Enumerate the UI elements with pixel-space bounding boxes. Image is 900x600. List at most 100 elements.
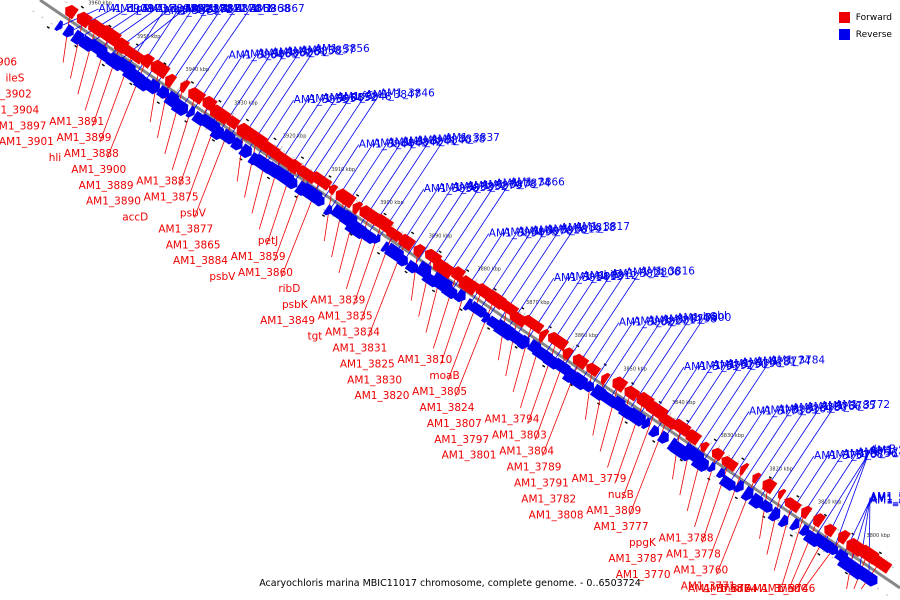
reverse-gene-label[interactable]: clpS [127, 3, 149, 15]
reverse-gene-label[interactable]: AM1_3752 [870, 445, 900, 457]
forward-gene-feature[interactable] [835, 528, 851, 545]
forward-gene-feature[interactable] [111, 35, 130, 55]
forward-gene-feature[interactable] [410, 242, 426, 258]
forward-gene-label[interactable]: ribD [278, 283, 300, 295]
forward-gene-label[interactable]: psbK [282, 299, 309, 311]
forward-gene-feature[interactable] [749, 471, 762, 484]
reverse-gene-label[interactable]: AM1_3793 [684, 361, 739, 373]
reverse-gene-feature[interactable] [733, 479, 747, 495]
reverse-gene-label[interactable]: AM1_3814 [554, 272, 609, 284]
forward-gene-feature[interactable] [867, 551, 893, 574]
forward-gene-feature[interactable] [598, 371, 611, 386]
reverse-gene-label[interactable]: AM1_3819 [546, 223, 601, 235]
reverse-gene-label[interactable]: AM1_3847 [366, 89, 421, 101]
forward-gene-feature[interactable] [207, 102, 232, 126]
reverse-gene-label[interactable]: AM1_3857 [300, 44, 355, 56]
forward-gene-label[interactable]: AM1_3889 [79, 180, 134, 192]
forward-gene-feature[interactable] [559, 345, 575, 361]
forward-gene-feature[interactable] [395, 231, 417, 252]
forward-gene-feature[interactable] [120, 43, 146, 65]
forward-gene-label[interactable]: AM1_3808 [529, 509, 584, 521]
reverse-gene-label[interactable]: AM1_3872 [178, 4, 233, 16]
reverse-gene-label[interactable]: AM1_3842 [387, 136, 442, 148]
reverse-gene-feature[interactable] [62, 24, 77, 40]
reverse-gene-feature[interactable] [748, 492, 767, 511]
forward-gene-feature[interactable] [349, 199, 364, 215]
reverse-gene-label[interactable]: AM1_3821 [611, 268, 666, 280]
reverse-gene-label[interactable]: cysI [170, 3, 191, 15]
forward-gene-label[interactable]: AM1_3810 [397, 354, 452, 366]
reverse-gene-feature[interactable] [372, 233, 383, 246]
forward-gene-label[interactable]: psbV [209, 271, 236, 283]
forward-gene-feature[interactable] [798, 503, 813, 520]
reverse-gene-label[interactable]: AM1_3840 [416, 134, 471, 146]
forward-gene-label[interactable]: AM1_3764 [703, 583, 758, 595]
forward-gene-feature[interactable] [709, 445, 726, 462]
reverse-gene-feature[interactable] [767, 506, 784, 524]
forward-gene-feature[interactable] [810, 511, 826, 528]
reverse-gene-feature[interactable] [715, 467, 728, 481]
forward-gene-label[interactable]: AM1_3787 [608, 553, 663, 565]
reverse-gene-label[interactable]: AM1_3813 [568, 271, 623, 283]
forward-gene-feature[interactable] [177, 78, 191, 94]
reverse-gene-label[interactable]: AM1_3812 [583, 270, 638, 282]
forward-gene-label[interactable]: ileS [5, 72, 24, 84]
reverse-gene-feature[interactable] [798, 524, 813, 538]
reverse-gene-feature[interactable] [185, 105, 198, 120]
reverse-gene-feature[interactable] [656, 430, 672, 446]
reverse-gene-label[interactable]: AM1_3785 [821, 400, 876, 412]
forward-gene-label[interactable]: AM1_3900 [71, 164, 126, 176]
forward-gene-feature[interactable] [383, 224, 403, 243]
reverse-gene-label[interactable]: AM1_3742 [870, 491, 900, 503]
reverse-gene-label[interactable]: AM1_3817 [575, 221, 630, 233]
reverse-gene-feature[interactable] [583, 380, 597, 394]
reverse-gene-label[interactable]: AM1_3838 [431, 133, 486, 145]
forward-gene-label[interactable]: petJ [258, 235, 278, 247]
reverse-gene-label[interactable]: AM1_3879 [467, 180, 522, 192]
forward-gene-label[interactable]: AM1_3794 [485, 414, 540, 426]
forward-gene-label[interactable]: AM1_3789 [507, 461, 562, 473]
reverse-gene-feature[interactable] [647, 424, 662, 440]
forward-gene-label[interactable]: AM1_3824 [420, 402, 475, 414]
reverse-gene-feature[interactable] [440, 283, 461, 301]
forward-gene-feature[interactable] [583, 361, 602, 378]
forward-gene-feature[interactable] [621, 383, 641, 402]
reverse-gene-feature[interactable] [502, 325, 529, 349]
reverse-gene-label[interactable]: AM1_3811 [648, 314, 703, 326]
reverse-gene-label[interactable]: AM1_3775 [857, 447, 900, 459]
forward-gene-label[interactable]: tgt [307, 331, 322, 343]
forward-gene-label[interactable]: AM1_3897 [0, 120, 46, 132]
forward-gene-label[interactable]: AM1_3831 [332, 342, 387, 354]
forward-gene-label[interactable]: AM1_3805 [412, 386, 467, 398]
reverse-gene-feature[interactable] [132, 73, 154, 94]
forward-gene-feature[interactable] [570, 352, 590, 370]
forward-gene-label[interactable]: AM1_3899 [57, 132, 112, 144]
reverse-gene-label[interactable]: AM1_3841 [402, 135, 457, 147]
reverse-gene-feature[interactable] [690, 453, 713, 475]
forward-gene-feature[interactable] [73, 9, 94, 29]
forward-gene-feature[interactable] [697, 440, 710, 453]
forward-gene-label[interactable]: AM1_3849 [260, 315, 315, 327]
reverse-gene-feature[interactable] [777, 514, 792, 530]
forward-gene-label[interactable]: AM1_3782 [521, 493, 576, 505]
reverse-gene-label[interactable]: AM1_3837 [445, 132, 500, 144]
forward-gene-label[interactable]: AM1_3891 [49, 116, 104, 128]
forward-gene-feature[interactable] [821, 522, 838, 538]
forward-gene-feature[interactable] [185, 85, 207, 105]
reverse-gene-label[interactable]: AM1_3871 [192, 3, 247, 15]
forward-gene-feature[interactable] [520, 313, 545, 335]
forward-gene-label[interactable]: AM1_3788 [659, 533, 714, 545]
forward-gene-label[interactable]: AM1_3877 [158, 223, 213, 235]
forward-gene-label[interactable]: menC [777, 583, 808, 595]
reverse-gene-label[interactable]: AM1_3826 [532, 224, 587, 236]
forward-gene-label[interactable]: AM1_3888 [64, 148, 119, 160]
forward-gene-label[interactable]: AM1_3860 [238, 267, 293, 279]
reverse-gene-feature[interactable] [219, 128, 239, 147]
forward-gene-label[interactable]: psbV [180, 207, 207, 219]
forward-gene-feature[interactable] [430, 256, 456, 280]
forward-gene-feature[interactable] [162, 72, 178, 88]
forward-gene-label[interactable]: AM1_3804 [499, 446, 554, 458]
reverse-gene-label[interactable]: AM1_3766 [806, 401, 861, 413]
reverse-gene-feature[interactable] [54, 20, 65, 33]
reverse-gene-feature[interactable] [453, 288, 469, 305]
